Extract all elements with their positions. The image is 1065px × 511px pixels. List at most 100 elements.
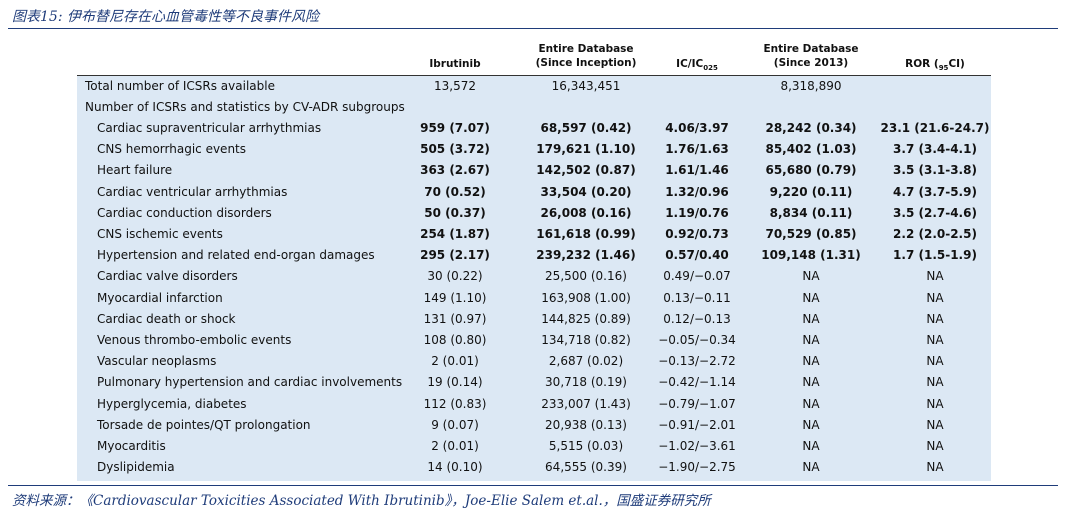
row-label: CNS hemorrhagic events	[97, 142, 247, 157]
cell-db-2013: NA	[802, 333, 820, 347]
table-row: Torsade de pointes/QT prolongation 9 (0.0…	[77, 415, 991, 436]
cell-db-inception: 163,908 (1.00)	[541, 290, 631, 305]
source-note: 资料来源：《Cardiovascular Toxicities Associat…	[12, 493, 711, 509]
cell-db-inception: 26,008 (0.16)	[540, 205, 632, 220]
cell-ror: 3.7 (3.4-4.1)	[893, 142, 977, 157]
cell-ic: −0.42/−1.14	[658, 375, 736, 390]
cell-ic: 1.32/0.96	[665, 184, 729, 199]
cell-ibrutinib: 363 (2.67)	[420, 163, 490, 178]
cell-ror: 3.5 (3.1-3.8)	[893, 163, 977, 178]
cell-db-2013: NA	[802, 375, 820, 390]
cell-ibrutinib: 295 (2.17)	[420, 248, 490, 263]
cell-ror: 1.7 (1.5-1.9)	[893, 248, 977, 263]
cell-ic: −0.13/−2.72	[658, 354, 736, 369]
table-row: Cardiac ventricular arrhythmias 70 (0.52)…	[77, 182, 991, 203]
cell-ic: 1.76/1.63	[665, 142, 729, 157]
table-panel	[77, 76, 991, 481]
table-row: CNS hemorrhagic events 505 (3.72) 179,621 …	[77, 139, 991, 160]
table-row: Cardiac valve disorders 30 (0.22) 25,500 (…	[77, 266, 991, 287]
cell-db-2013: NA	[802, 354, 820, 369]
cell-db-2013: 65,680 (0.79)	[765, 163, 857, 178]
cell-db-2013: 28,242 (0.34)	[765, 121, 857, 135]
cell-db-2013: NA	[802, 417, 820, 432]
cell-ibrutinib: 70 (0.52)	[424, 184, 486, 199]
cell-ibrutinib: 9 (0.07)	[431, 417, 479, 432]
total-row: Total number of ICSRs available 13,572 1…	[77, 76, 991, 97]
total-row-label: Total number of ICSRs available	[85, 79, 275, 93]
header-ror-main: ROR (	[905, 58, 939, 70]
cell-ibrutinib: 50 (0.37)	[424, 205, 486, 220]
cell-ror: NA	[926, 311, 944, 326]
header-db-inception-line1: Entire Database	[538, 43, 634, 55]
header-db-inception-line2: (Since Inception)	[535, 57, 637, 69]
header-ibrutinib: Ibrutinib	[429, 58, 481, 70]
cell-db-inception: 134,718 (0.82)	[541, 333, 631, 347]
cell-db-2013: 9,220 (0.11)	[769, 184, 853, 199]
cell-ic: 1.61/1.46	[665, 163, 729, 178]
table-row: CNS ischemic events 254 (1.87) 161,618 (0.…	[77, 224, 991, 245]
row-label: Torsade de pointes/QT prolongation	[97, 417, 311, 432]
row-label: Cardiac conduction disorders	[97, 205, 272, 220]
total-ic	[647, 76, 747, 97]
cell-ibrutinib: 2 (0.01)	[431, 354, 479, 369]
cell-db-inception: 179,621 (1.10)	[536, 142, 636, 157]
cell-ibrutinib: 112 (0.83)	[423, 396, 487, 411]
cell-ror: NA	[926, 417, 944, 432]
cell-db-inception: 161,618 (0.99)	[536, 227, 636, 241]
row-label: Dyslipidemia	[97, 460, 175, 475]
cell-ibrutinib: 254 (1.87)	[420, 227, 490, 241]
total-ror	[875, 76, 995, 97]
cell-ror: 23.1 (21.6-24.7)	[880, 121, 990, 135]
cell-db-2013: 8,834 (0.11)	[769, 205, 853, 220]
table-row: Venous thrombo-embolic events 108 (0.80) 1…	[77, 330, 991, 351]
cell-ibrutinib: 14 (0.10)	[427, 460, 483, 475]
table-row: Hypertension and related end-organ damag…	[77, 245, 991, 266]
table-row: Dyslipidemia 14 (0.10) 64,555 (0.39) −1.90/…	[77, 457, 991, 478]
cell-ror: NA	[926, 460, 944, 475]
cell-ic: 1.19/0.76	[665, 205, 729, 220]
cell-db-inception: 25,500 (0.16)	[545, 269, 627, 284]
cell-ror: NA	[926, 375, 944, 390]
cell-ic: 0.12/−0.13	[663, 311, 731, 326]
table-row: Myocardial infarction 149 (1.10) 163,908 (…	[77, 288, 991, 309]
cell-ic: −0.91/−2.01	[658, 417, 736, 432]
cell-db-2013: NA	[802, 460, 820, 475]
cell-ibrutinib: 505 (3.72)	[420, 142, 490, 157]
header-db-2013-line2: (Since 2013)	[773, 57, 849, 69]
cell-db-inception: 30,718 (0.19)	[545, 375, 627, 390]
row-label: Myocardial infarction	[97, 290, 223, 305]
cell-db-2013: 85,402 (1.03)	[765, 142, 857, 157]
table-row: Cardiac death or shock 131 (0.97) 144,825 …	[77, 309, 991, 330]
cell-ibrutinib: 149 (1.10)	[423, 290, 487, 305]
cell-db-inception: 33,504 (0.20)	[540, 184, 632, 199]
figure-title: 图表15: 伊布替尼存在心血管毒性等不良事件风险	[12, 9, 319, 25]
cell-ic: 4.06/3.97	[665, 121, 729, 135]
cell-db-inception: 2,687 (0.02)	[548, 354, 624, 369]
cell-db-inception: 5,515 (0.03)	[548, 439, 624, 453]
cell-ic: 0.57/0.40	[665, 248, 729, 263]
cell-ror: 3.5 (2.7-4.6)	[893, 205, 977, 220]
cell-db-inception: 144,825 (0.89)	[541, 311, 631, 326]
cell-ic: 0.13/−0.11	[663, 290, 731, 305]
row-label: Cardiac death or shock	[97, 311, 236, 326]
cell-ror: 4.7 (3.7-5.9)	[893, 184, 977, 199]
cell-ic: −0.79/−1.07	[658, 396, 736, 411]
cell-ic: −1.90/−2.75	[658, 460, 736, 475]
cell-ic: 0.92/0.73	[665, 227, 729, 241]
row-label: Hypertension and related end-organ damag…	[97, 248, 375, 263]
table-row: Vascular neoplasms 2 (0.01) 2,687 (0.02) −0…	[77, 351, 991, 372]
total-db-inception: 16,343,451	[551, 79, 621, 93]
cell-ror: 2.2 (2.0-2.5)	[893, 227, 977, 241]
header-db-2013: Entire Database (Since 2013)	[747, 42, 875, 70]
cell-ic: 0.49/−0.07	[663, 269, 731, 284]
header-ror: ROR (95CI)	[875, 57, 995, 75]
cell-db-2013: NA	[802, 311, 820, 326]
row-label: Cardiac ventricular arrhythmias	[97, 184, 288, 199]
cell-ic: −0.05/−0.34	[658, 333, 736, 347]
total-ibrutinib: 13,572	[434, 79, 476, 93]
cell-ror: NA	[926, 354, 944, 369]
header-db-inception: Entire Database (Since Inception)	[511, 42, 661, 70]
row-label: Myocarditis	[97, 439, 166, 453]
cell-db-2013: NA	[802, 439, 820, 453]
subgroup-heading-row: Number of ICSRs and statistics by CV-ADR…	[77, 97, 991, 118]
